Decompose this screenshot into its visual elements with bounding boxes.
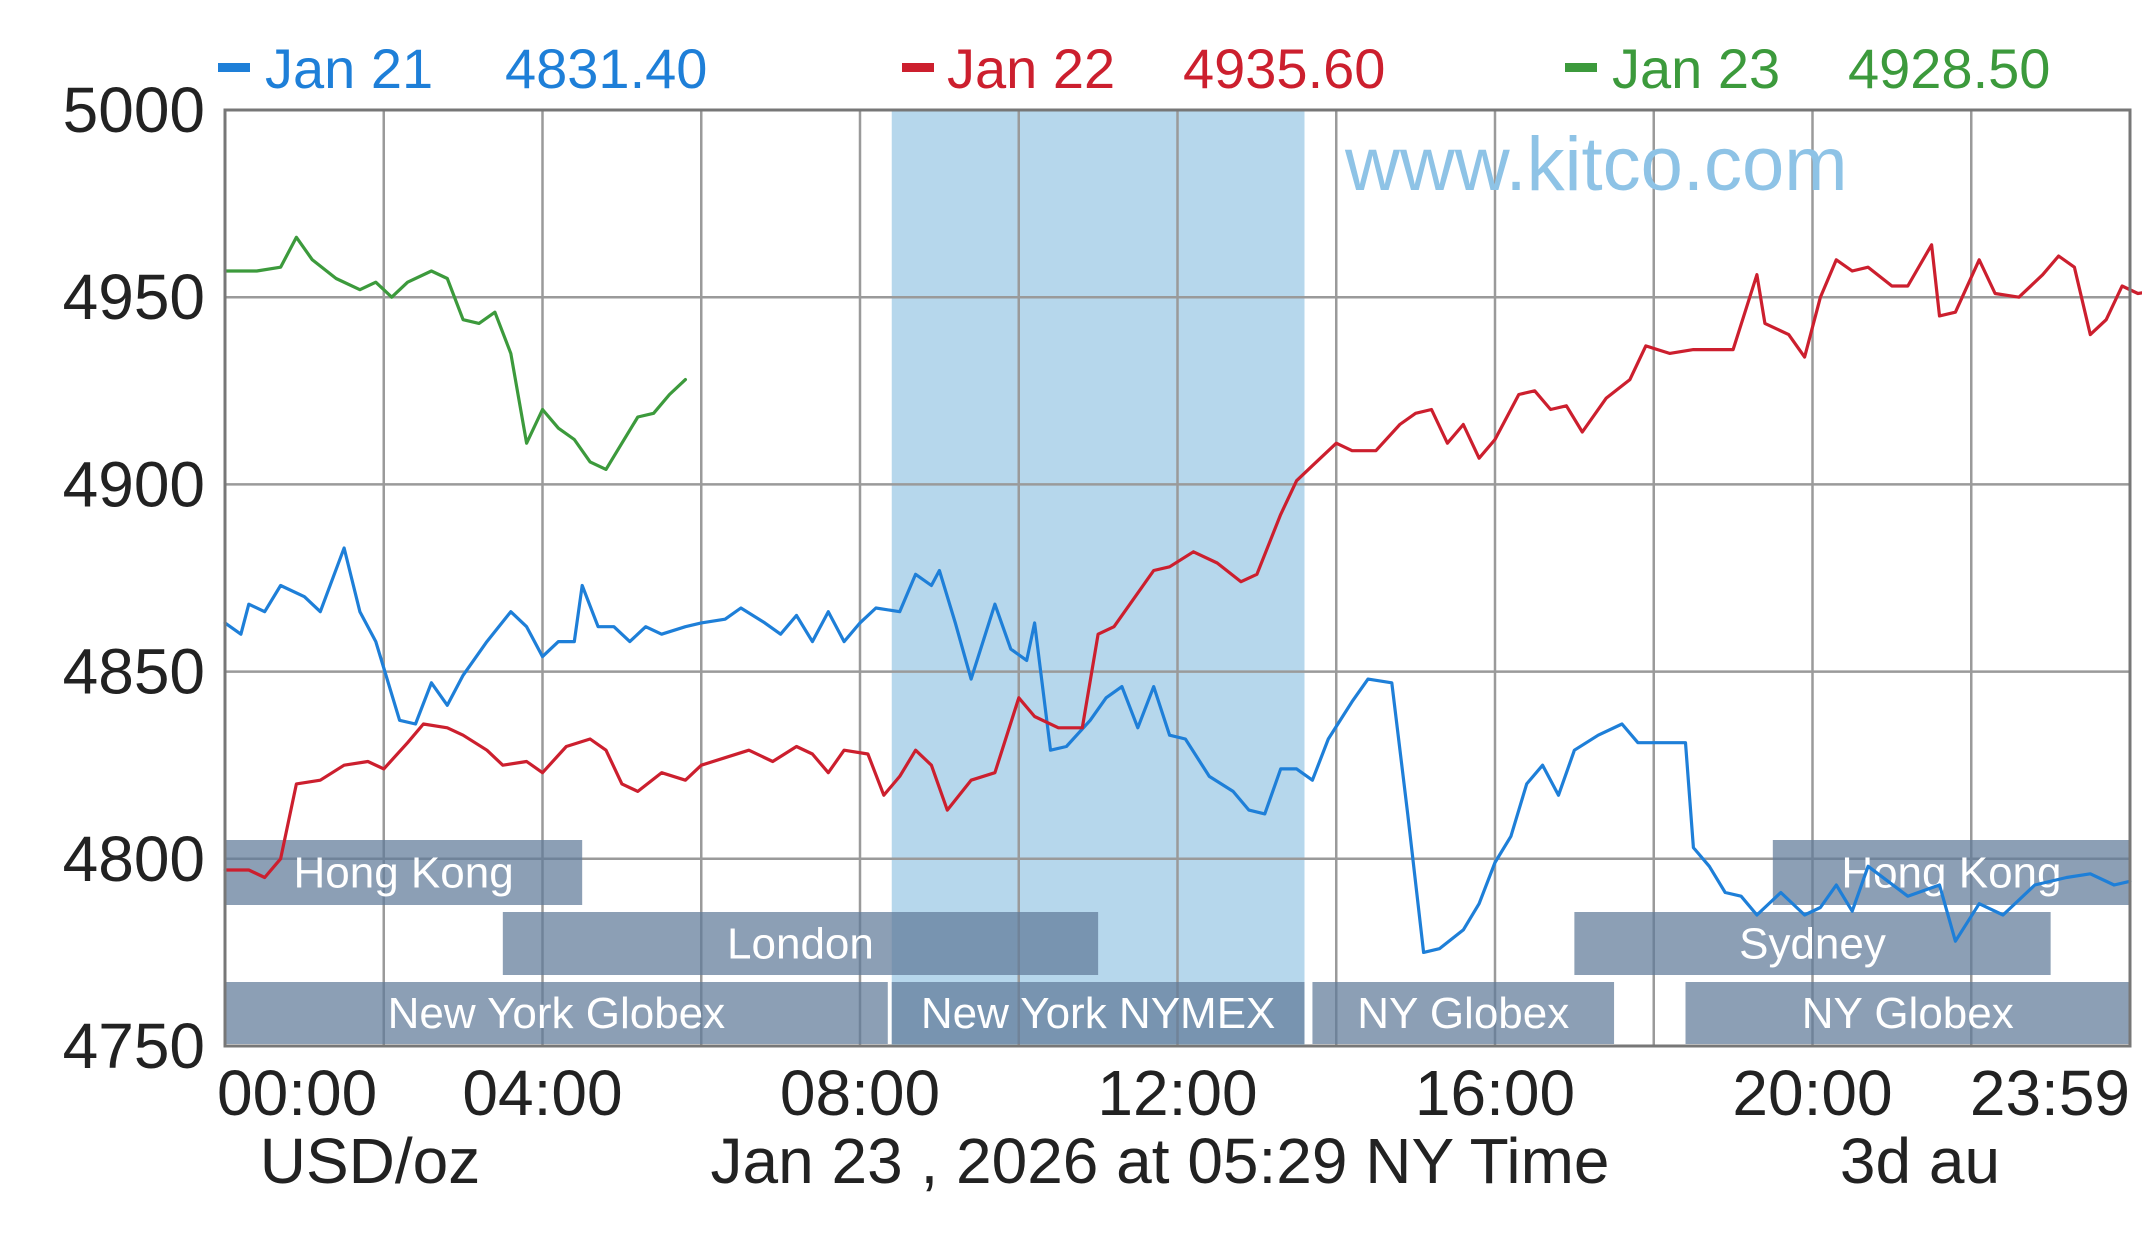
y-tick-label: 4850 bbox=[63, 636, 205, 708]
session-label: Hong Kong bbox=[294, 849, 514, 898]
series-line-jan-23 bbox=[223, 235, 687, 471]
series-line-jan-22 bbox=[223, 243, 2142, 880]
range-label: 3d au bbox=[1840, 1125, 2000, 1197]
session-label: Sydney bbox=[1739, 920, 1886, 969]
legend-label-jan-21: Jan 21 bbox=[265, 37, 433, 100]
legend-item-jan-21: Jan 21 4831.40 bbox=[218, 37, 707, 100]
y-tick-label: 4800 bbox=[63, 823, 205, 895]
legend-value-jan-21: 4831.40 bbox=[505, 37, 707, 100]
y-tick-label: 4900 bbox=[63, 448, 205, 520]
unit-label: USD/oz bbox=[260, 1125, 481, 1197]
y-tick-label: 5000 bbox=[63, 74, 205, 146]
legend-item-jan-22: Jan 22 4935.60 bbox=[902, 37, 1385, 100]
legend-value-jan-23: 4928.50 bbox=[1848, 37, 2050, 100]
session-label: London bbox=[727, 920, 874, 969]
x-tick-label: 16:00 bbox=[1415, 1057, 1575, 1129]
timestamp-label: Jan 23 , 2026 at 05:29 NY Time bbox=[711, 1125, 1610, 1197]
plot-frame bbox=[223, 108, 2132, 1048]
legend-swatch-jan-21 bbox=[218, 63, 250, 72]
legend-label-jan-22: Jan 22 bbox=[947, 37, 1115, 100]
legend-swatch-jan-23 bbox=[1565, 63, 1597, 72]
x-tick-label: 04:00 bbox=[462, 1057, 622, 1129]
legend-label-jan-23: Jan 23 bbox=[1612, 37, 1780, 100]
session-bar bbox=[1772, 840, 2130, 905]
x-tick-label: 20:00 bbox=[1732, 1057, 1892, 1129]
x-tick-label: 23:59 bbox=[1970, 1057, 2130, 1129]
session-bar bbox=[1574, 912, 2051, 975]
session-label: New York Globex bbox=[388, 989, 726, 1038]
series-line-jan-21 bbox=[223, 546, 2132, 954]
session-bar bbox=[225, 982, 888, 1044]
session-label: NY Globex bbox=[1357, 989, 1569, 1038]
legend-swatch-jan-22 bbox=[902, 63, 934, 72]
legend-item-jan-23: Jan 23 4928.50 bbox=[1565, 37, 2050, 100]
y-tick-label: 4950 bbox=[63, 261, 205, 333]
session-bar bbox=[225, 840, 583, 905]
session-bar bbox=[1312, 982, 1615, 1044]
session-bar bbox=[891, 982, 1305, 1044]
trading-hours-band bbox=[891, 110, 1305, 1046]
session-bar bbox=[502, 912, 1099, 975]
x-tick-label: 00:00 bbox=[217, 1057, 377, 1129]
session-label: NY Globex bbox=[1802, 989, 2014, 1038]
x-tick-label: 08:00 bbox=[780, 1057, 940, 1129]
x-tick-label: 12:00 bbox=[1097, 1057, 1257, 1129]
session-label: New York NYMEX bbox=[921, 989, 1276, 1038]
legend: Jan 21 4831.40 Jan 22 4935.60 Jan 23 492… bbox=[218, 37, 2050, 100]
watermark: www.kitco.com bbox=[1344, 122, 1848, 207]
session-bar bbox=[1685, 982, 2130, 1044]
legend-value-jan-22: 4935.60 bbox=[1183, 37, 1385, 100]
y-tick-label: 4750 bbox=[63, 1010, 205, 1082]
